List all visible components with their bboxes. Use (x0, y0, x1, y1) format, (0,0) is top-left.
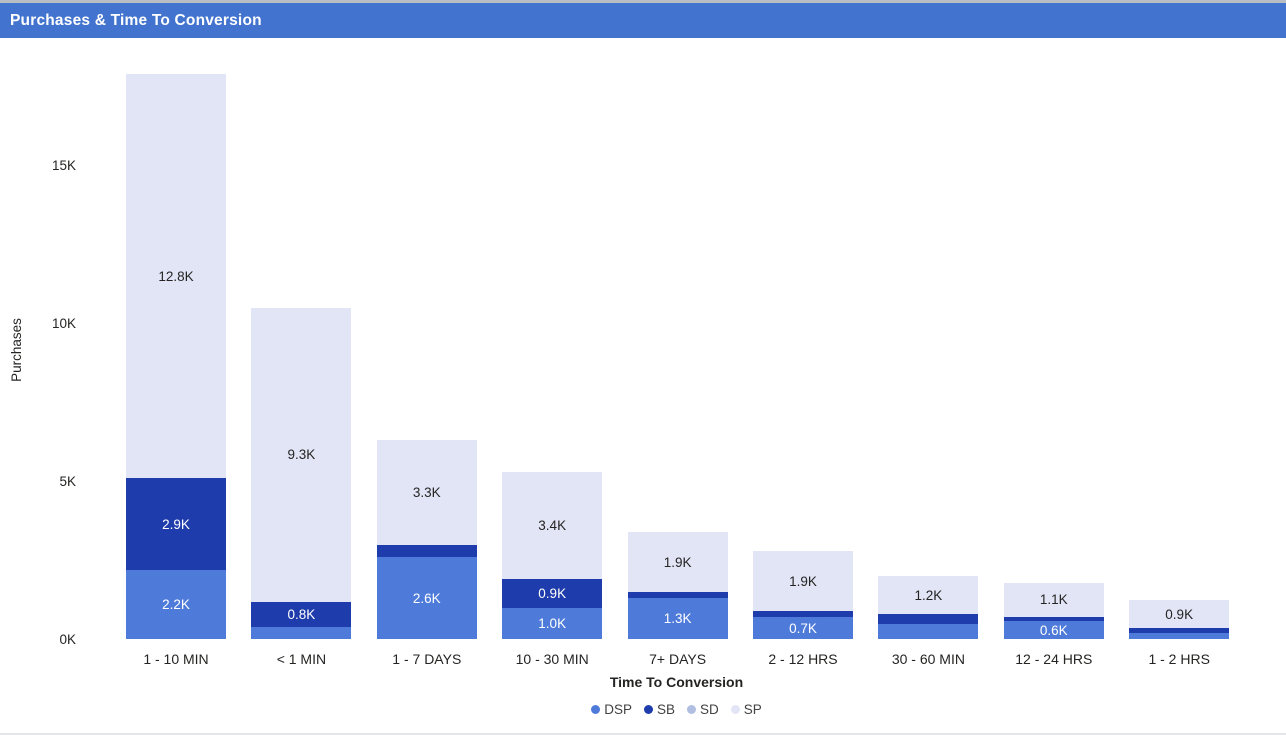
x-axis-category-label: < 1 MIN (276, 651, 327, 667)
bar-segment-dsp[interactable]: 0.6K (1003, 620, 1104, 640)
bar-segment-sp[interactable]: 12.8K (126, 73, 226, 479)
legend-dot-icon (730, 704, 740, 714)
data-label: 1.0K (538, 616, 567, 632)
x-axis-category-label: 1 - 7 DAYS (392, 651, 462, 667)
legend-dot-icon (643, 704, 653, 714)
bar-segment-dsp[interactable]: 1.0K (502, 607, 603, 640)
legend-label: DSP (604, 701, 632, 717)
data-label: 1.2K (914, 587, 943, 603)
legend-item-sb[interactable]: SB (643, 701, 675, 717)
bar-segment-sp[interactable]: 9.3K (251, 307, 352, 602)
data-label: 0.8K (287, 606, 316, 622)
bar-segment-sp[interactable]: 0.9K (1129, 600, 1230, 629)
bar-segment-dsp[interactable]: 1.3K (627, 598, 728, 640)
x-axis-category-label: 2 - 12 HRS (768, 651, 838, 667)
data-label: 12.8K (158, 268, 194, 284)
chart-legend: DSP SB SD SP (113, 699, 1240, 719)
bar-segment-sp[interactable]: 1.2K (878, 576, 979, 615)
bar-segment-sb[interactable]: 0.9K (502, 579, 603, 608)
data-label: 3.3K (412, 485, 441, 501)
data-label: 2.6K (412, 590, 441, 606)
bar-segment-dsp[interactable]: 0.7K (753, 617, 853, 640)
bar-segment-sb[interactable] (753, 611, 853, 618)
x-axis-category-label: 10 - 30 MIN (515, 651, 589, 667)
bar-segment-sp[interactable]: 3.3K (376, 440, 477, 545)
window-top-edge (0, 0, 1286, 3)
bar-segment-dsp[interactable] (1129, 633, 1230, 640)
data-label: 9.3K (287, 447, 316, 463)
x-axis-category-label: 12 - 24 HRS (1015, 651, 1093, 667)
x-axis-category-label: 30 - 60 MIN (891, 651, 965, 667)
x-axis-category-label: 7+ DAYS (649, 651, 707, 667)
bar-segment-dsp[interactable]: 2.6K (376, 557, 477, 640)
bar-segment-sb[interactable] (376, 544, 477, 558)
bar-segment-sb[interactable] (1129, 628, 1230, 634)
bar-segment-sb[interactable] (1003, 617, 1104, 621)
y-axis-tick-label: 0K (59, 631, 76, 647)
legend-dot-icon (687, 704, 696, 714)
bar-segment-sb[interactable]: 0.8K (251, 601, 352, 627)
visual-title: Purchases & Time To Conversion (10, 11, 262, 29)
data-label: 1.3K (663, 611, 692, 627)
y-axis-title: Purchases (9, 318, 24, 382)
y-axis-tick-label: 15K (51, 157, 76, 173)
bar-segment-dsp[interactable] (878, 623, 979, 640)
data-label: 1.9K (663, 554, 692, 570)
data-label: 0.9K (1165, 606, 1194, 622)
data-label: 3.4K (538, 518, 567, 534)
x-axis-category-label: 1 - 2 HRS (1148, 651, 1210, 667)
y-axis-tick-label: 10K (51, 315, 76, 331)
data-label: 1.9K (789, 573, 817, 589)
legend-label: SB (656, 701, 675, 717)
legend-dot-icon (591, 704, 601, 714)
visual-title-bar: Purchases & Time To Conversion (0, 3, 1286, 38)
bar-segment-sp[interactable]: 1.9K (627, 532, 728, 593)
data-label: 0.9K (538, 586, 567, 602)
bar-segment-sp[interactable]: 1.9K (753, 551, 853, 612)
x-axis-category-label: 1 - 10 MIN (143, 651, 209, 667)
data-label: 2.9K (162, 516, 190, 532)
bar-segment-sb[interactable] (878, 614, 979, 624)
legend-item-sp[interactable]: SP (730, 701, 762, 717)
data-label: 1.1K (1039, 592, 1068, 608)
data-label: 0.6K (1039, 622, 1068, 638)
bar-segment-sb[interactable] (627, 592, 728, 599)
legend-item-sd[interactable]: SD (687, 702, 719, 717)
bar-segment-dsp[interactable]: 2.2K (126, 569, 226, 640)
bar-segment-dsp[interactable] (251, 626, 352, 640)
legend-label: SD (700, 701, 719, 717)
bar-segment-sp[interactable]: 1.1K (1003, 582, 1104, 618)
y-axis-tick-label: 5K (59, 473, 76, 489)
x-axis-title: Time To Conversion (609, 674, 744, 690)
bar-segment-sp[interactable]: 3.4K (502, 472, 603, 580)
bar-segment-sb[interactable]: 2.9K (126, 478, 226, 570)
data-label: 2.2K (162, 597, 190, 613)
legend-label: SP (743, 701, 762, 717)
legend-item-dsp[interactable]: DSP (591, 702, 632, 717)
data-label: 0.7K (789, 620, 817, 636)
